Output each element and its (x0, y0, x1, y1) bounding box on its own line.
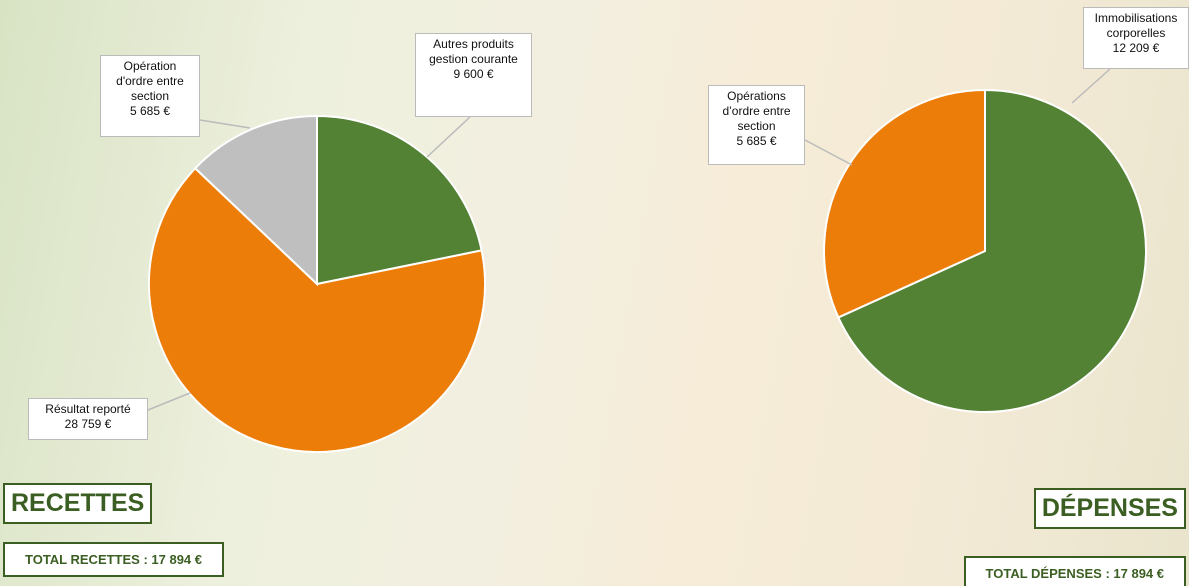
callout-leader (426, 116, 471, 158)
callout-leader (804, 139, 853, 166)
slice-value: 5 685 € (736, 134, 777, 148)
slice-value: 28 759 € (64, 417, 112, 431)
recettes-heading: RECETTES (3, 483, 153, 524)
slice-category: Autres produits gestion courante (429, 37, 518, 66)
slice-label: Immobilisations corporelles 12 209 € (1083, 7, 1189, 69)
slice-label: Résultat reporté 28 759 € (28, 398, 148, 440)
slice-label: Opération d'ordre entre section 5 685 € (100, 55, 200, 137)
callout-leader (199, 119, 251, 129)
recettes-total: TOTAL RECETTES : 17 894 € (3, 542, 224, 577)
slice-category: Opérations d’ordre entre section (722, 89, 791, 133)
pie-slice (193, 114, 318, 287)
slice-category: Opération d'ordre entre section (116, 59, 184, 103)
depenses-heading: DÉPENSES (1033, 488, 1186, 529)
depenses-total: TOTAL DÉPENSES : 17 894 € (963, 556, 1186, 586)
slice-label: Autres produits gestion courante 9 600 € (415, 33, 532, 117)
slice-category: Résultat reporté (45, 402, 131, 416)
pie-slice (148, 166, 486, 453)
slice-value: 9 600 € (453, 67, 494, 81)
callout-leader (147, 392, 191, 411)
slice-value: 5 685 € (129, 104, 171, 118)
slice-label: Opérations d’ordre entre section 5 685 € (708, 85, 805, 165)
slice-category: Immobilisations corporelles (1094, 11, 1178, 40)
slice-value: 12 209 € (1112, 41, 1160, 55)
pie-slice (837, 88, 1147, 413)
pie-slice (316, 114, 483, 286)
callout-leader (1071, 68, 1111, 104)
